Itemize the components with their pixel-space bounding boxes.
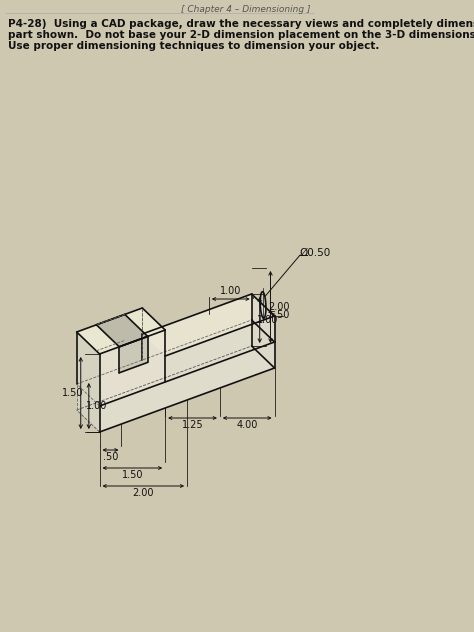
Polygon shape	[252, 294, 274, 368]
Text: 1.50: 1.50	[62, 388, 83, 398]
Polygon shape	[119, 336, 148, 373]
Polygon shape	[142, 294, 274, 356]
Polygon shape	[165, 316, 274, 382]
Text: part shown.  Do not base your 2-D dimension placement on the 3-D dimensions show: part shown. Do not base your 2-D dimensi…	[8, 30, 474, 40]
Text: 4.00: 4.00	[237, 420, 258, 430]
Text: .50: .50	[103, 452, 118, 462]
Text: Use proper dimensioning techniques to dimension your object.: Use proper dimensioning techniques to di…	[8, 41, 380, 51]
Text: [ Chapter 4 – Dimensioning ]: [ Chapter 4 – Dimensioning ]	[182, 5, 311, 14]
Text: 2.00: 2.00	[133, 488, 154, 498]
Text: 1.25: 1.25	[182, 420, 203, 430]
Text: 1.00: 1.00	[220, 286, 241, 296]
Text: 1.00: 1.00	[86, 401, 108, 411]
Polygon shape	[96, 314, 148, 347]
Polygon shape	[77, 308, 165, 354]
Text: Ø0.50: Ø0.50	[300, 248, 331, 258]
Polygon shape	[77, 332, 100, 432]
Polygon shape	[100, 330, 165, 406]
Polygon shape	[100, 342, 274, 432]
Text: .50: .50	[274, 310, 290, 320]
Text: 1.00: 1.00	[257, 315, 279, 325]
Text: 1.50: 1.50	[122, 470, 143, 480]
Text: P4-28)  Using a CAD package, draw the necessary views and completely dimension t: P4-28) Using a CAD package, draw the nec…	[8, 19, 474, 29]
Text: 2.00: 2.00	[268, 302, 289, 312]
